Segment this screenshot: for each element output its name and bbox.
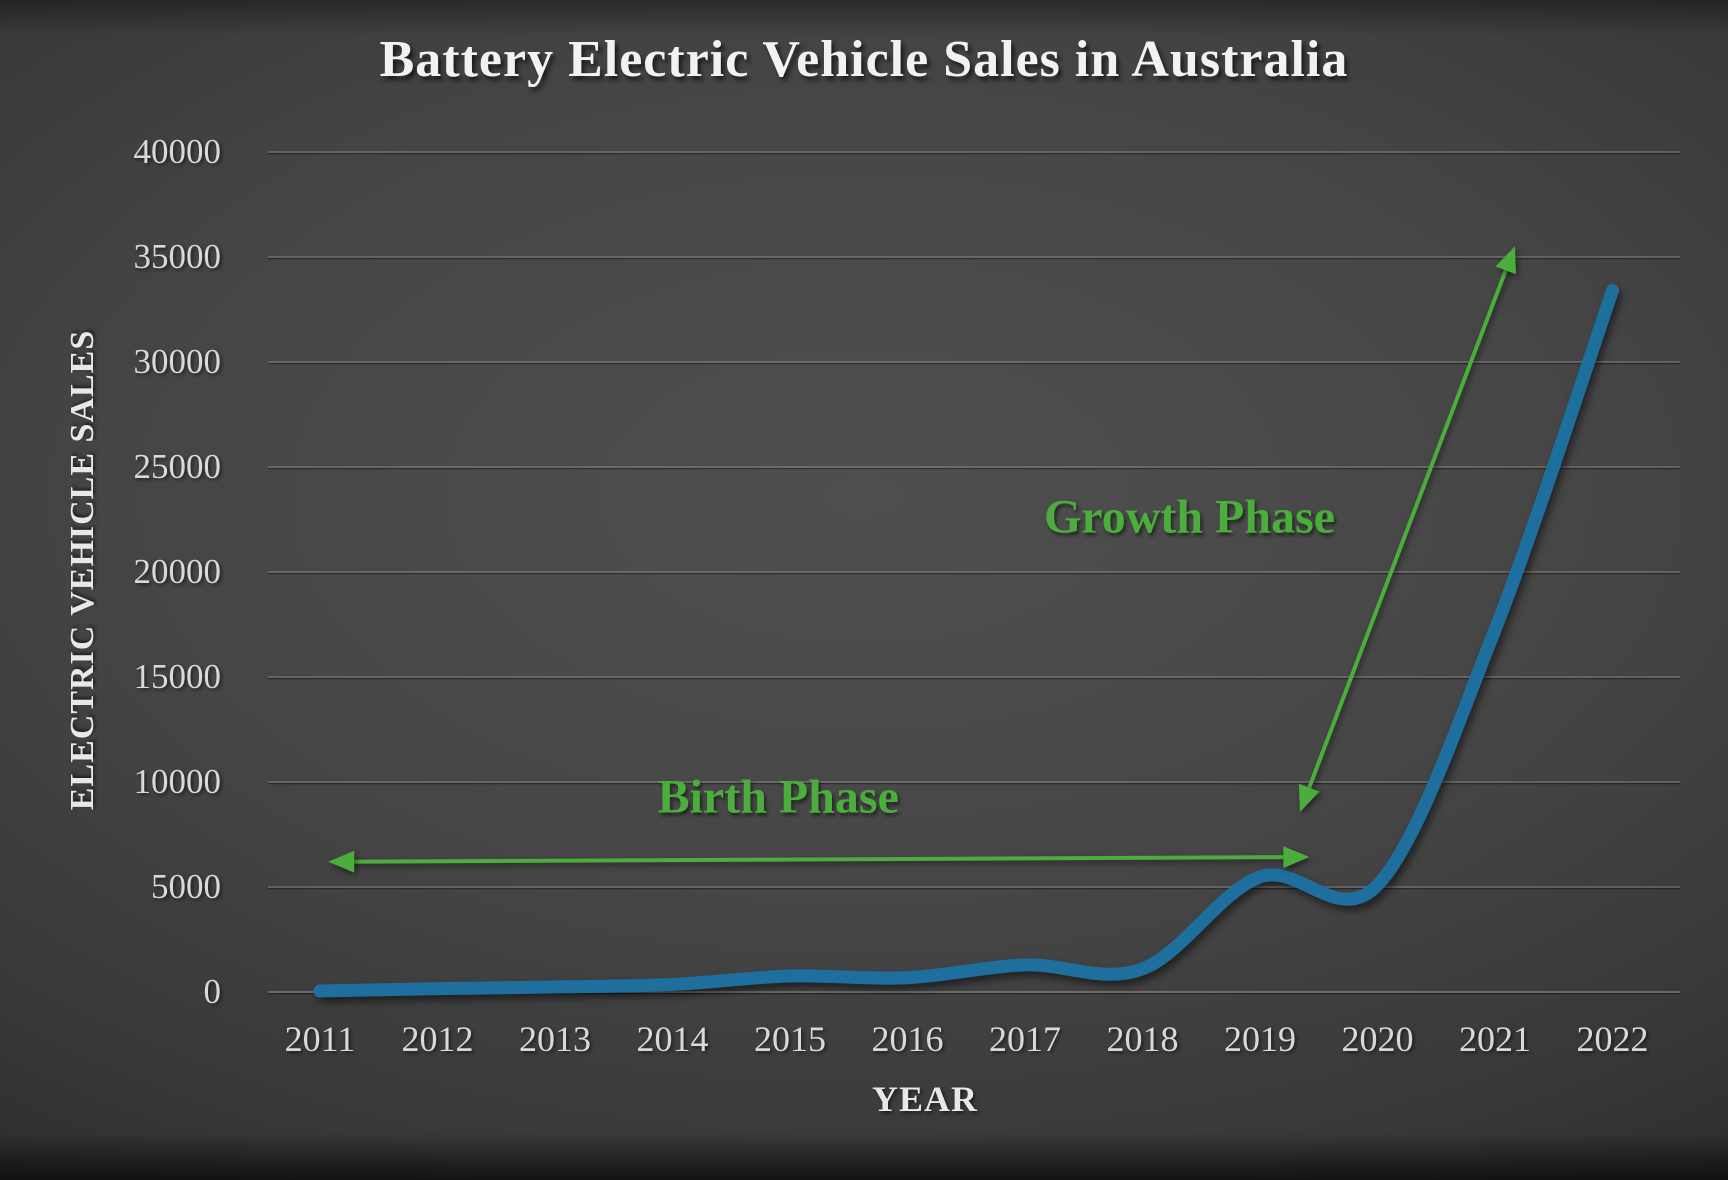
chart-title: Battery Electric Vehicle Sales in Austra… [379,31,1349,88]
x-tick-label: 2022 [1576,1019,1649,1059]
birth-phase-arrow-head-icon [1283,846,1310,869]
x-tick-label: 2018 [1106,1019,1179,1059]
sales-line [313,284,1619,998]
y-tick-label: 10000 [133,762,222,801]
y-tick-label: 15000 [133,657,222,696]
y-tick-label: 25000 [133,447,222,486]
x-tick-label: 2013 [519,1019,591,1059]
x-tick-label: 2012 [401,1019,474,1059]
x-axis-title: YEAR [871,1079,978,1119]
x-tick-label: 2019 [1224,1019,1296,1059]
y-tick-label: 5000 [151,867,221,906]
growth-phase-label: Growth Phase [1043,490,1336,544]
x-tick-label: 2011 [284,1019,356,1059]
birth-phase-arrow [346,855,1292,864]
x-tick-label: 2015 [754,1019,826,1059]
y-tick-label: 35000 [133,237,222,276]
y-tick-label: 40000 [133,132,222,171]
x-tick-label: 2016 [871,1019,944,1059]
growth-phase-arrow [1304,262,1511,796]
y-tick-label: 0 [203,972,222,1011]
x-tick-label: 2017 [989,1019,1061,1059]
x-tick-label: 2021 [1459,1019,1531,1059]
y-tick-label: 20000 [133,552,222,591]
birth-phase-label: Birth Phase [657,770,899,824]
x-tick-label: 2014 [636,1019,709,1059]
growth-phase-arrow-head-icon [1298,783,1320,812]
x-tick-label: 2020 [1341,1019,1414,1059]
growth-phase-arrow-head-icon [1495,246,1516,275]
y-tick-label: 30000 [133,342,222,381]
birth-phase-arrow-head-icon [328,850,355,873]
